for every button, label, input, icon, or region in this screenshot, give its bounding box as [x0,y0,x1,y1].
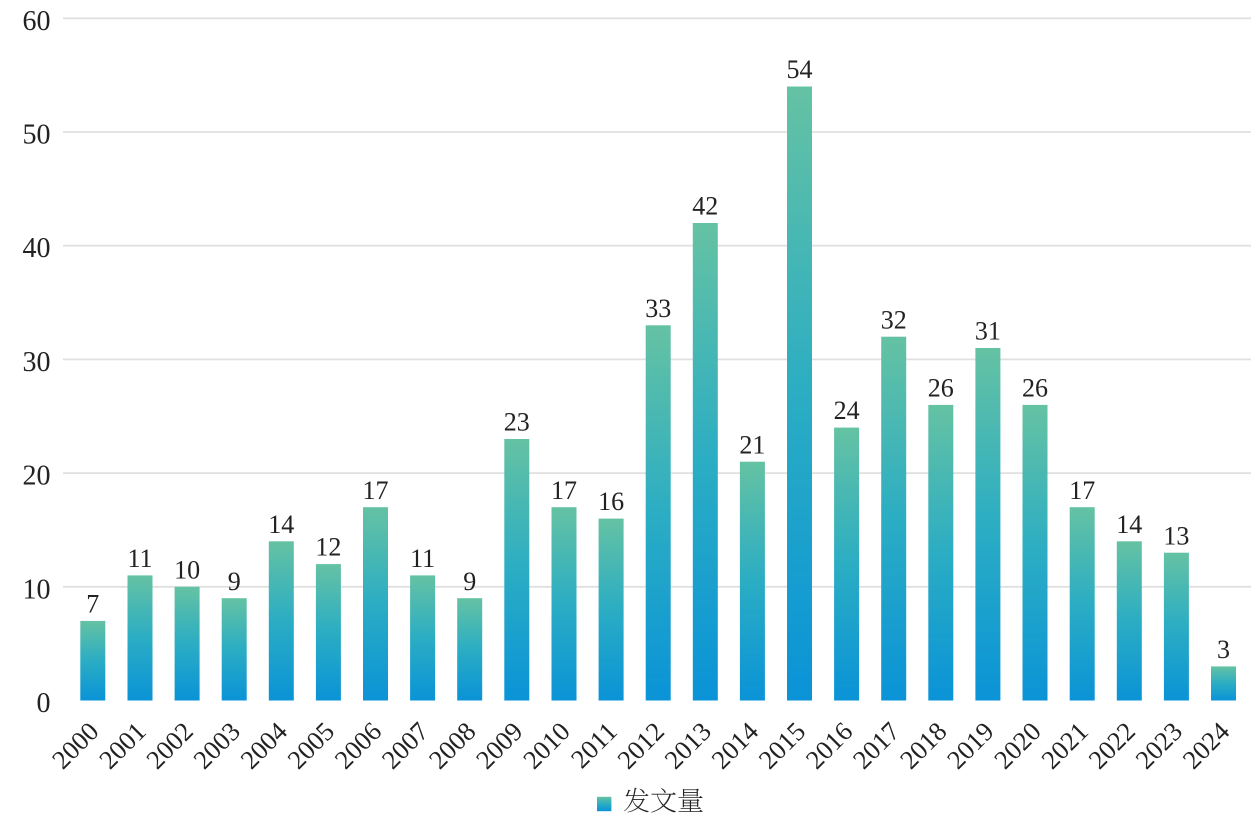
svg-text:11: 11 [127,544,152,573]
svg-text:2018: 2018 [894,716,953,775]
svg-text:2002: 2002 [140,716,199,775]
svg-text:2020: 2020 [988,716,1047,775]
svg-text:30: 30 [23,347,51,378]
svg-text:10: 10 [174,555,200,584]
svg-text:54: 54 [787,55,813,84]
svg-text:2023: 2023 [1129,716,1188,775]
svg-text:17: 17 [1069,476,1095,505]
svg-text:23: 23 [504,408,530,437]
svg-text:9: 9 [463,567,476,596]
svg-text:2022: 2022 [1082,716,1141,775]
svg-text:2004: 2004 [234,716,293,775]
svg-text:10: 10 [23,574,51,605]
svg-text:2019: 2019 [941,716,1000,775]
svg-text:20: 20 [23,461,51,492]
svg-text:0: 0 [37,688,51,719]
svg-text:31: 31 [975,317,1001,346]
svg-text:2001: 2001 [93,716,152,775]
svg-text:2012: 2012 [611,716,670,775]
svg-text:26: 26 [1022,374,1048,403]
svg-text:2013: 2013 [658,716,717,775]
svg-text:26: 26 [928,374,954,403]
svg-text:2016: 2016 [800,716,859,775]
svg-text:3: 3 [1217,635,1230,664]
svg-text:16: 16 [598,487,624,516]
svg-text:2009: 2009 [470,716,529,775]
svg-text:12: 12 [315,533,341,562]
svg-text:2011: 2011 [565,716,623,774]
svg-text:2003: 2003 [187,716,246,775]
svg-text:2007: 2007 [376,716,435,775]
svg-text:2008: 2008 [423,716,482,775]
svg-text:2010: 2010 [517,716,576,775]
svg-text:14: 14 [268,510,294,539]
svg-text:24: 24 [834,396,860,425]
svg-text:17: 17 [363,476,389,505]
svg-text:60: 60 [23,6,51,37]
svg-text:17: 17 [551,476,577,505]
svg-text:33: 33 [645,294,671,323]
svg-text:14: 14 [1116,510,1142,539]
svg-text:2015: 2015 [753,716,812,775]
svg-text:2005: 2005 [281,716,340,775]
svg-text:2000: 2000 [46,716,105,775]
svg-text:21: 21 [739,430,765,459]
svg-text:40: 40 [23,233,51,264]
svg-text:42: 42 [692,192,718,221]
svg-text:2017: 2017 [847,716,906,775]
svg-text:11: 11 [410,544,435,573]
svg-text:2024: 2024 [1177,716,1236,775]
svg-text:32: 32 [881,305,907,334]
svg-text:2021: 2021 [1035,716,1094,775]
svg-text:13: 13 [1163,521,1189,550]
svg-text:50: 50 [23,120,51,151]
svg-text:7: 7 [86,590,99,619]
svg-text:2006: 2006 [329,716,388,775]
svg-text:2014: 2014 [705,716,764,775]
svg-text:9: 9 [228,567,241,596]
